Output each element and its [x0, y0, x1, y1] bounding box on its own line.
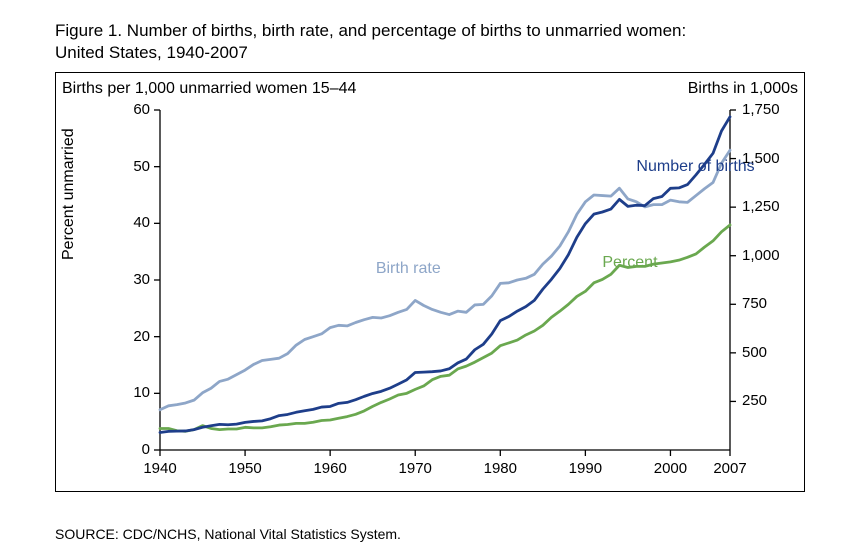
- ytick-left-20: 20: [110, 328, 150, 345]
- ytick-right-1000: 1,000: [742, 247, 797, 264]
- ytick-left-50: 50: [110, 158, 150, 175]
- xtick-1960: 1960: [305, 460, 355, 477]
- xtick-1980: 1980: [475, 460, 525, 477]
- label-percent: Percent: [602, 254, 657, 272]
- title-line-1: Figure 1. Number of births, birth rate, …: [55, 21, 686, 40]
- xtick-2000: 2000: [645, 460, 695, 477]
- xtick-1940: 1940: [135, 460, 185, 477]
- xtick-1990: 1990: [560, 460, 610, 477]
- ytick-right-1750: 1,750: [742, 101, 797, 118]
- ytick-left-0: 0: [110, 441, 150, 458]
- right-axis-title: Births in 1,000s: [688, 80, 798, 98]
- label-number-of-births: Number of births: [636, 158, 754, 176]
- xtick-1970: 1970: [390, 460, 440, 477]
- ytick-left-40: 40: [110, 214, 150, 231]
- figure-title: Figure 1. Number of births, birth rate, …: [55, 20, 686, 64]
- percent-axis-label: Percent unmarried: [60, 128, 78, 260]
- ytick-left-60: 60: [110, 101, 150, 118]
- ytick-left-30: 30: [110, 271, 150, 288]
- label-birth-rate: Birth rate: [376, 260, 441, 278]
- xtick-1950: 1950: [220, 460, 270, 477]
- source-text: SOURCE: CDC/NCHS, National Vital Statist…: [55, 526, 401, 542]
- ytick-left-10: 10: [110, 384, 150, 401]
- title-line-2: United States, 1940-2007: [55, 43, 248, 62]
- ytick-right-250: 250: [742, 392, 797, 409]
- xtick-2007: 2007: [705, 460, 755, 477]
- ytick-right-1250: 1,250: [742, 198, 797, 215]
- figure-container: Figure 1. Number of births, birth rate, …: [0, 0, 860, 560]
- left-axis-title: Births per 1,000 unmarried women 15–44: [62, 80, 356, 98]
- ytick-right-750: 750: [742, 295, 797, 312]
- ytick-right-500: 500: [742, 344, 797, 361]
